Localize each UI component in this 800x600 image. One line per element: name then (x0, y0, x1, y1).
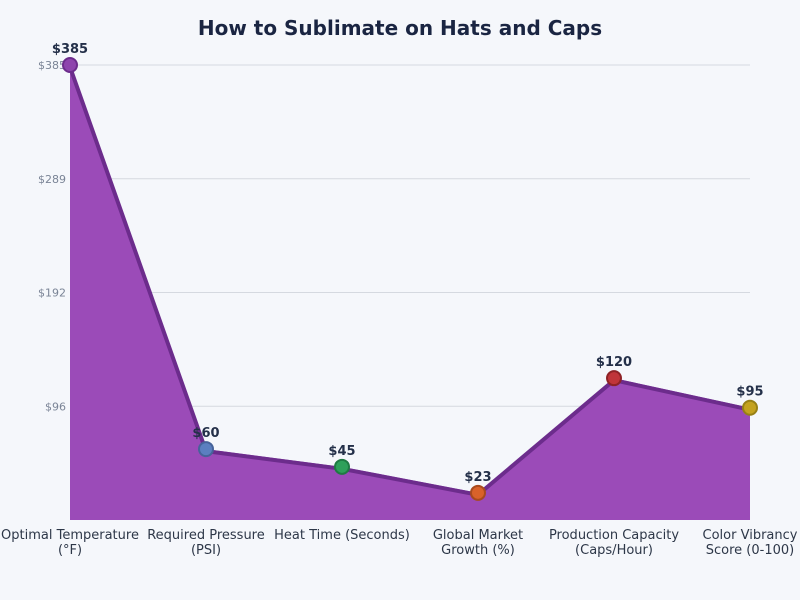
series-line (68, 66, 751, 497)
data-point (742, 399, 758, 416)
x-tick-label: Optimal Temperature (°F) (1, 528, 139, 558)
data-point (470, 484, 486, 501)
y-tick-label: $385 (38, 59, 66, 72)
x-tick-label: Color Vibrancy Score (0-100) (703, 528, 798, 558)
data-point (198, 441, 214, 458)
data-point (606, 370, 622, 387)
x-tick-label: Required Pressure (PSI) (147, 528, 265, 558)
y-tick-label: $192 (38, 287, 66, 300)
area-fill (70, 65, 750, 520)
y-tick-label: $289 (38, 173, 66, 186)
x-tick-label: Global Market Growth (%) (433, 528, 523, 558)
chart-title: How to Sublimate on Hats and Caps (198, 16, 602, 40)
data-point (62, 57, 78, 73)
data-label: $45 (328, 444, 355, 459)
data-label: $60 (192, 426, 219, 441)
data-label: $385 (52, 42, 88, 57)
data-point (334, 458, 350, 475)
data-label: $23 (464, 470, 491, 485)
data-label: $95 (736, 385, 763, 400)
x-tick-label: Heat Time (Seconds) (274, 528, 410, 543)
x-tick-label: Production Capacity (Caps/Hour) (549, 528, 679, 558)
data-label: $120 (596, 355, 632, 370)
y-tick-label: $96 (45, 400, 66, 413)
